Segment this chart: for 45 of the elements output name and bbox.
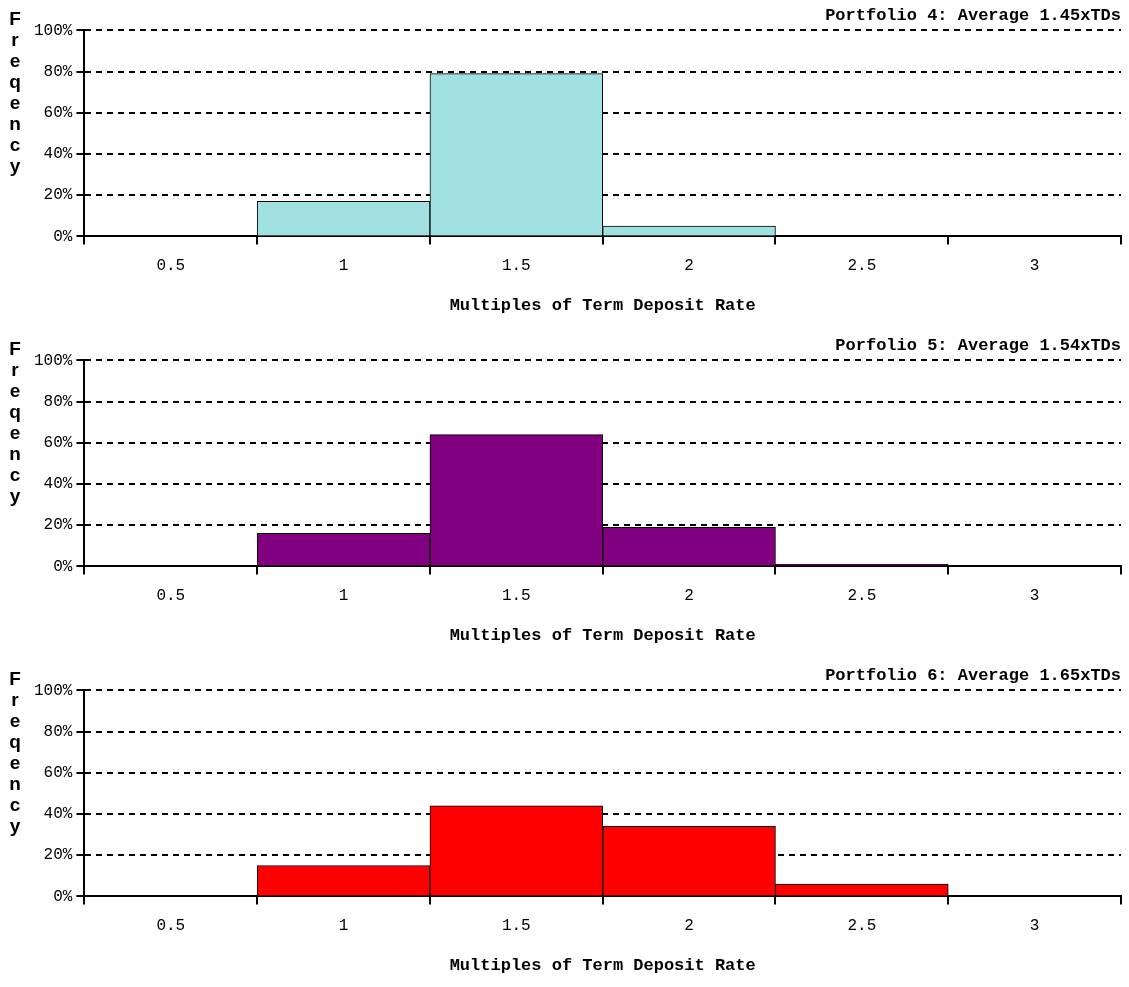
y-tick-label: 80%	[43, 62, 73, 81]
chart-title: Porfolio 5: Average 1.54xTDs	[835, 336, 1121, 356]
y-tick-label: 60%	[43, 434, 73, 453]
y-tick-label: 0%	[53, 887, 73, 906]
y-tick-label: 20%	[43, 516, 73, 535]
y-axis-title: Freqency	[8, 668, 22, 836]
x-tick-label: 0.5	[156, 587, 186, 606]
y-tick-label: 100%	[34, 21, 73, 40]
x-axis-title: Multiples of Term Deposit Rate	[449, 956, 756, 976]
x-tick-label: 2.5	[847, 917, 877, 936]
y-axis-title: Freqency	[8, 8, 22, 176]
x-axis-title: Multiples of Term Deposit Rate	[449, 296, 756, 316]
y-tick-label: 0%	[53, 227, 73, 246]
x-tick-label: 1.5	[501, 587, 531, 606]
x-tick-label: 3	[1029, 587, 1040, 606]
x-tick-label: 1	[338, 587, 349, 606]
x-tick-label: 3	[1029, 917, 1040, 936]
y-tick-label: 60%	[43, 764, 73, 783]
y-tick-label: 40%	[43, 145, 73, 164]
x-tick-label: 2	[684, 587, 694, 606]
x-tick-label: 0.5	[156, 257, 186, 276]
y-tick-label: 40%	[43, 475, 73, 494]
x-tick-label: 2	[684, 257, 694, 276]
x-tick-label: 0.5	[156, 917, 186, 936]
x-axis-title: Multiples of Term Deposit Rate	[449, 626, 756, 646]
x-tick-label: 3	[1029, 257, 1040, 276]
x-tick-label: 1	[338, 917, 349, 936]
y-axis-title: Freqency	[8, 338, 22, 506]
x-tick-label: 1.5	[501, 257, 531, 276]
y-tick-label: 60%	[43, 104, 73, 123]
x-tick-label: 2.5	[847, 587, 877, 606]
x-tick-label: 2.5	[847, 257, 877, 276]
y-tick-label: 80%	[43, 722, 73, 741]
x-tick-label: 1.5	[501, 917, 531, 936]
y-tick-label: 100%	[34, 681, 73, 700]
y-tick-label: 40%	[43, 805, 73, 824]
y-tick-label: 100%	[34, 351, 73, 370]
chart-title: Portfolio 4: Average 1.45xTDs	[825, 6, 1121, 26]
y-tick-label: 20%	[43, 186, 73, 205]
chart-title: Portfolio 6: Average 1.65xTDs	[825, 666, 1121, 686]
y-tick-label: 20%	[43, 846, 73, 865]
x-tick-label: 2	[684, 917, 694, 936]
x-tick-label: 1	[338, 257, 349, 276]
y-tick-label: 0%	[53, 557, 73, 576]
y-tick-label: 80%	[43, 392, 73, 411]
